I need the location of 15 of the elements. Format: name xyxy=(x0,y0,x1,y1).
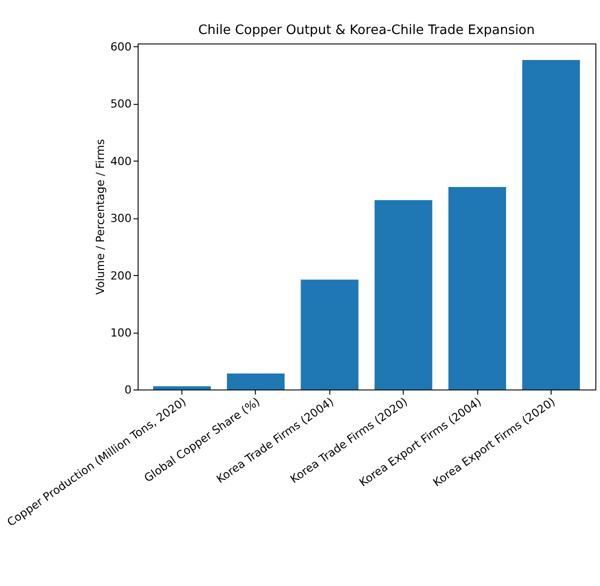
y-tick-label: 600 xyxy=(110,40,132,54)
bar xyxy=(448,187,506,390)
y-axis-title: Volume / Percentage / Firms xyxy=(94,138,107,295)
y-tick-label: 0 xyxy=(124,384,132,397)
y-tick-label: 500 xyxy=(110,98,132,111)
y-tick-label: 400 xyxy=(110,154,132,168)
y-tick-label: 100 xyxy=(110,326,132,340)
bar xyxy=(522,60,580,390)
y-tick-label: 300 xyxy=(110,212,132,226)
bar xyxy=(374,200,432,390)
bar xyxy=(226,373,285,390)
bar xyxy=(300,280,358,390)
y-tick-label: 200 xyxy=(110,269,132,282)
chart-title: Chile Copper Output & Korea-Chile Trade Expansion xyxy=(198,23,535,38)
bar xyxy=(153,386,211,390)
